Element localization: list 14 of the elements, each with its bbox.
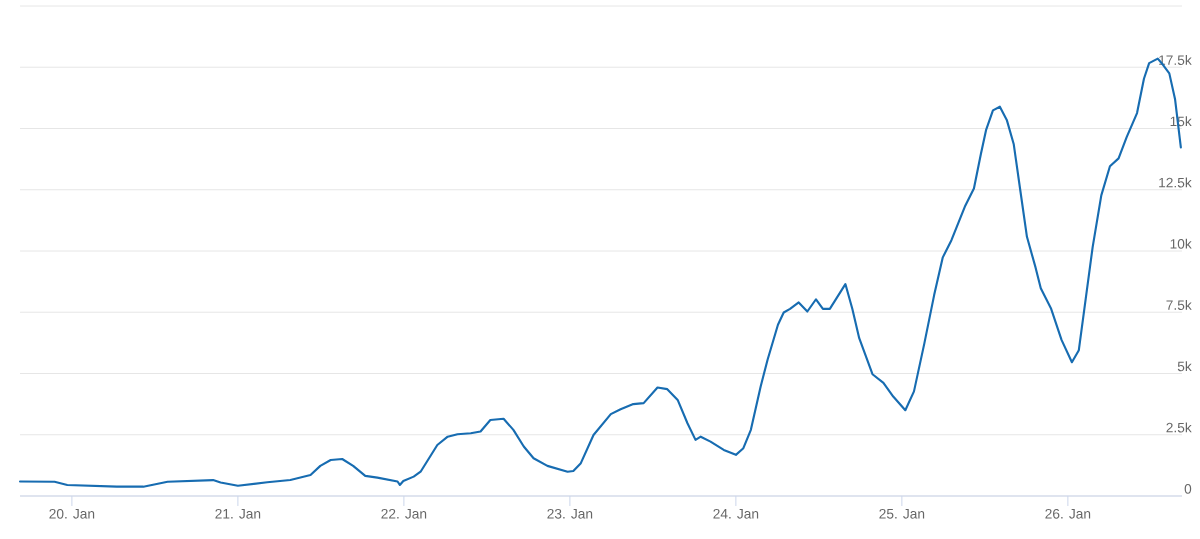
x-tick-label: 25. Jan <box>879 508 925 519</box>
y-tick-label: 17.5k <box>1159 54 1192 65</box>
x-tick-label: 24. Jan <box>713 508 759 519</box>
y-tick-label: 0 <box>1184 483 1192 494</box>
y-tick-label: 5k <box>1177 361 1192 372</box>
x-tick-label: 23. Jan <box>547 508 593 519</box>
x-tick-label: 22. Jan <box>381 508 427 519</box>
y-tick-label: 10k <box>1170 238 1192 249</box>
y-tick-label: 12.5k <box>1159 177 1192 188</box>
y-tick-label: 7.5k <box>1166 299 1192 310</box>
y-tick-label: 2.5k <box>1166 422 1192 433</box>
x-tick-label: 21. Jan <box>215 508 261 519</box>
x-tick-label: 20. Jan <box>49 508 95 519</box>
x-tick-label: 26. Jan <box>1045 508 1091 519</box>
